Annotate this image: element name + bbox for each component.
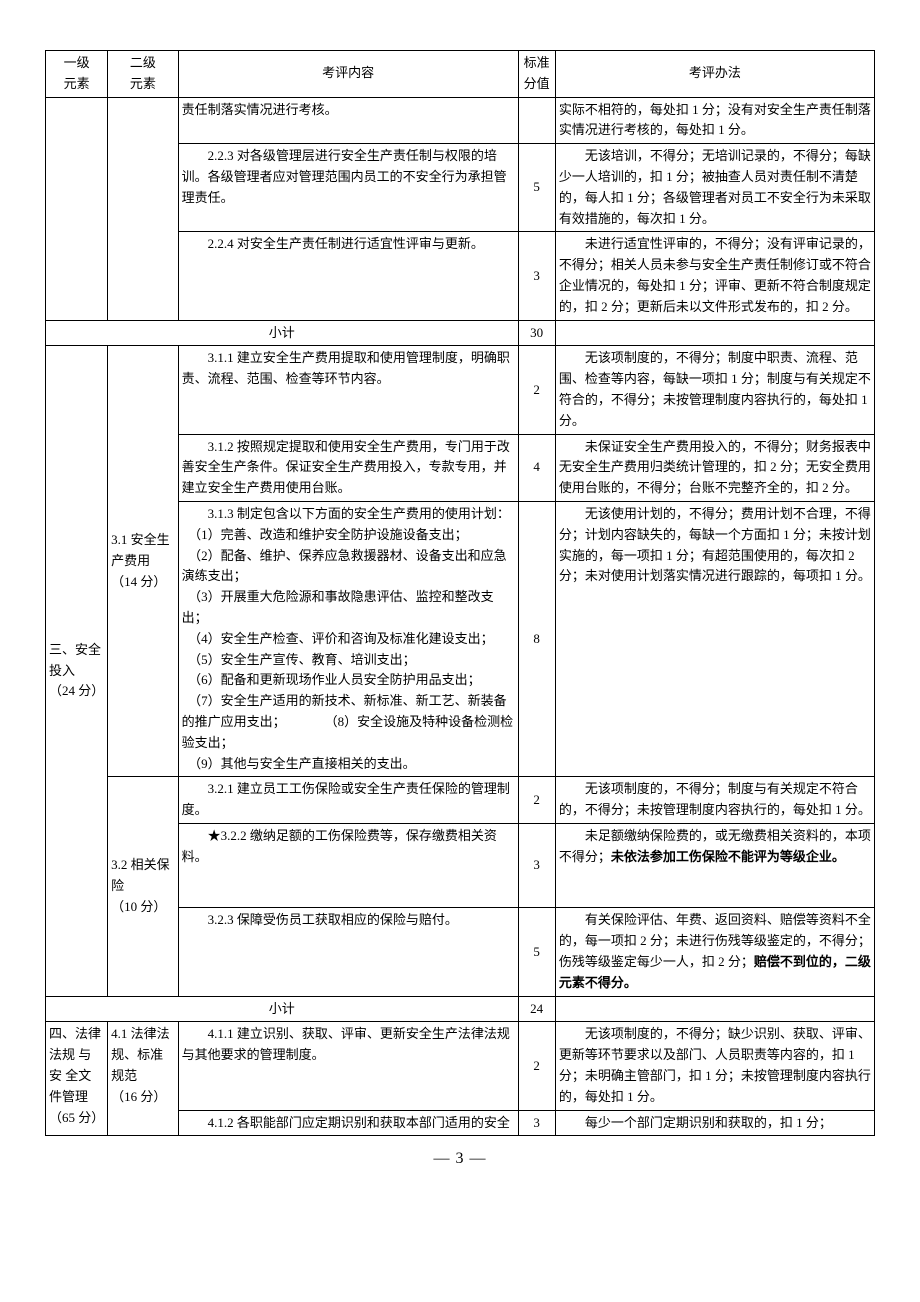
l2-cell: 3.1 安全生产费用（14 分） [108, 346, 178, 777]
subtotal-row: 小计 30 [46, 320, 875, 346]
subtotal-label: 小计 [46, 320, 519, 346]
subtotal-method [555, 996, 874, 1022]
table-row: 责任制落实情况进行考核。 实际不相符的，每处扣 1 分；没有对安全生产责任制落实… [46, 97, 875, 144]
table-row: 四、法律法规 与 安 全文件管理（65 分） 4.1 法律法规、标准规范（16 … [46, 1022, 875, 1110]
subtotal-score: 24 [518, 996, 555, 1022]
method-cell: 无该项制度的，不得分；制度与有关规定不符合的，不得分；未按管理制度内容执行的，每… [555, 777, 874, 824]
score-cell: 5 [518, 144, 555, 232]
header-l1: 一级元素 [46, 51, 108, 98]
score-cell: 2 [518, 777, 555, 824]
subtotal-row: 小计 24 [46, 996, 875, 1022]
l2-cell [108, 97, 178, 320]
l2-cell: 3.2 相关保险（10 分） [108, 777, 178, 996]
table-row: 三、安全投入（24 分） 3.1 安全生产费用（14 分） 3.1.1 建立安全… [46, 346, 875, 434]
content-cell: 3.2.1 建立员工工伤保险或安全生产责任保险的管理制度。 [178, 777, 518, 824]
header-score: 标准分值 [518, 51, 555, 98]
score-cell: 4 [518, 434, 555, 501]
method-cell: 无该项制度的，不得分；缺少识别、获取、评审、更新等环节要求以及部门、人员职责等内… [555, 1022, 874, 1110]
method-cell: 无该使用计划的，不得分；费用计划不合理，不得分；计划内容缺失的，每缺一个方面扣 … [555, 501, 874, 776]
score-cell: 3 [518, 823, 555, 908]
header-method: 考评办法 [555, 51, 874, 98]
subtotal-label: 小计 [46, 996, 519, 1022]
content-cell: 责任制落实情况进行考核。 [178, 97, 518, 144]
method-bold: 未依法参加工伤保险不能评为等级企业。 [611, 849, 845, 864]
score-cell: 3 [518, 232, 555, 320]
score-cell: 3 [518, 1110, 555, 1136]
content-cell: 3.2.3 保障受伤员工获取相应的保险与赔付。 [178, 908, 518, 996]
method-cell: 有关保险评估、年费、返回资料、赔偿等资料不全的，每一项扣 2 分；未进行伤残等级… [555, 908, 874, 996]
content-cell: 2.2.3 对各级管理层进行安全生产责任制与权限的培训。各级管理者应对管理范围内… [178, 144, 518, 232]
evaluation-table: 一级元素 二级元素 考评内容 标准分值 考评办法 责任制落实情况进行考核。 实际… [45, 50, 875, 1136]
header-l2: 二级元素 [108, 51, 178, 98]
l1-cell [46, 97, 108, 320]
l2-cell: 4.1 法律法规、标准规范（16 分） [108, 1022, 178, 1136]
method-cell: 实际不相符的，每处扣 1 分；没有对安全生产责任制落实情况进行考核的，每处扣 1… [555, 97, 874, 144]
l1-cell: 四、法律法规 与 安 全文件管理（65 分） [46, 1022, 108, 1136]
content-cell: 3.1.1 建立安全生产费用提取和使用管理制度，明确职责、流程、范围、检查等环节… [178, 346, 518, 434]
score-cell: 5 [518, 908, 555, 996]
content-cell: 4.1.2 各职能部门应定期识别和获取本部门适用的安全 [178, 1110, 518, 1136]
content-cell: 4.1.1 建立识别、获取、评审、更新安全生产法律法规与其他要求的管理制度。 [178, 1022, 518, 1110]
score-cell: 2 [518, 1022, 555, 1110]
score-cell [518, 97, 555, 144]
content-cell: 2.2.4 对安全生产责任制进行适宜性评审与更新。 [178, 232, 518, 320]
content-cell: ★3.2.2 缴纳足额的工伤保险费等，保存缴费相关资料。 [178, 823, 518, 908]
score-cell: 2 [518, 346, 555, 434]
method-cell: 未足额缴纳保险费的，或无缴费相关资料的，本项不得分；未依法参加工伤保险不能评为等… [555, 823, 874, 908]
score-cell: 8 [518, 501, 555, 776]
page-number: — 3 — [45, 1146, 875, 1172]
header-content: 考评内容 [178, 51, 518, 98]
table-row: 3.2 相关保险（10 分） 3.2.1 建立员工工伤保险或安全生产责任保险的管… [46, 777, 875, 824]
subtotal-method [555, 320, 874, 346]
header-row: 一级元素 二级元素 考评内容 标准分值 考评办法 [46, 51, 875, 98]
method-cell: 无该项制度的，不得分；制度中职责、流程、范围、检查等内容，每缺一项扣 1 分；制… [555, 346, 874, 434]
method-cell: 未进行适宜性评审的，不得分；没有评审记录的，不得分；相关人员未参与安全生产责任制… [555, 232, 874, 320]
method-cell: 每少一个部门定期识别和获取的，扣 1 分； [555, 1110, 874, 1136]
method-cell: 无该培训，不得分；无培训记录的，不得分；每缺少一人培训的，扣 1 分；被抽查人员… [555, 144, 874, 232]
l1-cell: 三、安全投入（24 分） [46, 346, 108, 996]
content-cell: 3.1.3 制定包含以下方面的安全生产费用的使用计划： （1）完善、改造和维护安… [178, 501, 518, 776]
method-cell: 未保证安全生产费用投入的，不得分；财务报表中无安全生产费用归类统计管理的，扣 2… [555, 434, 874, 501]
subtotal-score: 30 [518, 320, 555, 346]
content-cell: 3.1.2 按照规定提取和使用安全生产费用，专门用于改善安全生产条件。保证安全生… [178, 434, 518, 501]
